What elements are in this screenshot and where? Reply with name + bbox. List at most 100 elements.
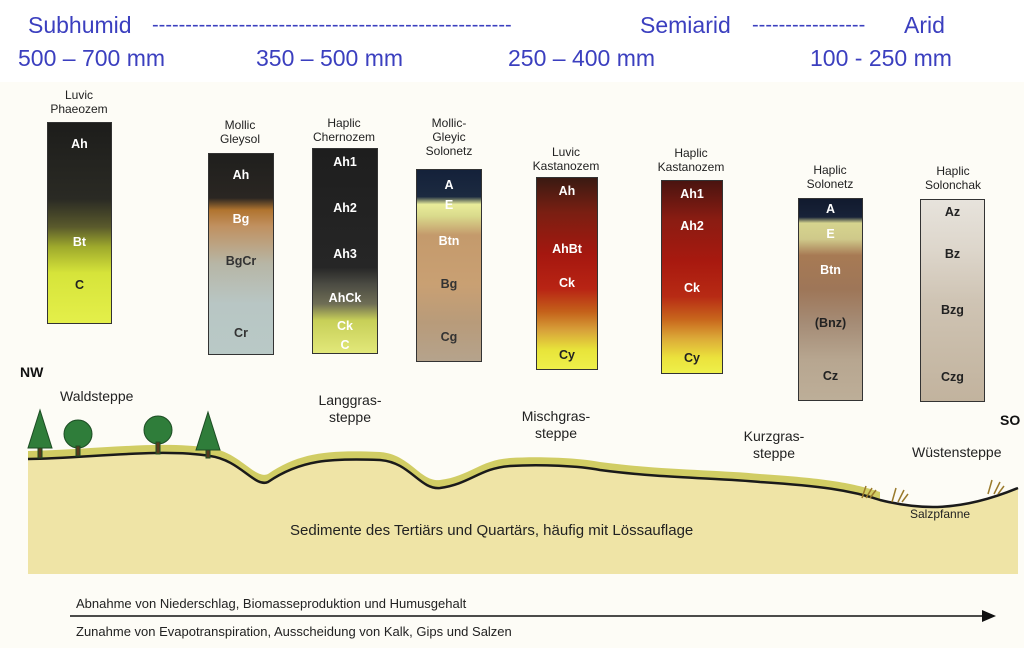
veg-label-kurzgrassteppe: Kurzgras-steppe: [738, 428, 810, 462]
profile-label-mollic-gleyic-solonetz: Mollic- Gleyic Solonetz: [404, 116, 494, 158]
tree-icon: [27, 408, 53, 459]
horizon-label: Btn: [820, 263, 841, 277]
zone-semiarid: Semiarid: [640, 12, 731, 38]
veg-label-langgrassteppe: Langgras-steppe: [312, 392, 388, 426]
profile-haplic-solonchak: Az Bz Bzg Czg: [920, 199, 985, 402]
profile-label-luvic-phaeozem: Luvic Phaeozem: [34, 88, 124, 116]
veg-label-mischgrassteppe: Mischgras-steppe: [514, 408, 598, 442]
horizon-label: Az: [944, 205, 961, 219]
horizon-label: Cz: [822, 369, 839, 383]
profile-name-line: Chernozem: [312, 130, 376, 144]
profile-label-luvic-kastanozem: Luvic Kastanozem: [521, 145, 611, 173]
horizon-label: Ah1: [333, 155, 357, 169]
veg-label-line: Wüstensteppe: [912, 444, 1002, 460]
horizon-label: Btn: [438, 234, 460, 248]
precip-range-4: 100 - 250 mm: [810, 45, 952, 71]
horizon-label: Cg: [440, 330, 458, 344]
shrub-icon: [861, 479, 1005, 503]
profile-haplic-kastanozem: Ah1 Ah2 Ck Cy: [661, 180, 723, 374]
profile-luvic-kastanozem: Ah AhBt Ck Cy: [536, 177, 598, 370]
profile-name-line: Luvic: [551, 145, 580, 159]
veg-label-waldsteppe: Waldsteppe: [60, 388, 133, 405]
increase-text: Zunahme von Evapotranspiration, Ausschei…: [76, 624, 512, 639]
profile-name-line: Haplic: [327, 116, 361, 130]
veg-label-line: steppe: [328, 409, 372, 425]
veg-label-line: Langgras-: [318, 392, 382, 408]
sediment-label: Sedimente des Tertiärs und Quartärs, häu…: [290, 522, 694, 539]
horizon-label: Ck: [337, 319, 353, 333]
profile-name-line: Solonetz: [425, 144, 473, 158]
horizon-label: Cy: [559, 348, 575, 362]
tree-icon: [195, 410, 221, 459]
horizon-label: Cy: [684, 351, 700, 365]
veg-label-line: steppe: [752, 445, 796, 461]
horizon-label: Ah: [558, 184, 576, 198]
horizon-label: E: [826, 227, 835, 241]
horizon-label: C: [340, 338, 350, 352]
horizon-label: Ah1: [680, 187, 704, 201]
horizon-label: Cr: [234, 326, 248, 340]
landscape-cross-section: [27, 408, 1019, 574]
tree-icon: [63, 419, 93, 457]
terrain-surface-line: [27, 451, 1019, 509]
profile-name-line: Luvic: [64, 88, 93, 102]
horizon-label: Ck: [684, 281, 700, 295]
horizon-label: Bt: [72, 235, 87, 249]
profile-name-line: Gleyic: [432, 130, 466, 144]
profile-mollic-gleyic-solonetz: A E Btn Bg Cg: [416, 169, 482, 362]
profile-label-mollic-gleysol: Mollic Gleysol: [195, 118, 285, 146]
precip-range-2: 350 – 500 mm: [256, 45, 404, 71]
horizon-label: Ah: [71, 137, 88, 151]
zone-subhumid: Subhumid: [28, 12, 132, 38]
horizon-label: AhBt: [552, 242, 582, 256]
horizon-label: Ck: [559, 276, 575, 290]
profile-name-line: Haplic: [813, 163, 847, 177]
gradient-arrow: [70, 610, 996, 622]
profile-name-line: Solonetz: [806, 177, 854, 191]
decrease-text: Abnahme von Niederschlag, Biomasseproduk…: [76, 596, 467, 611]
horizon-label: A: [444, 178, 454, 192]
veg-label-line: Waldsteppe: [60, 388, 134, 404]
horizon-label: Bg: [440, 277, 458, 291]
climate-zone-header: Subhumid -------------------------------…: [0, 10, 1024, 40]
zone-separator-1: ----------------------------------------…: [152, 14, 512, 36]
profile-name-line: Kastanozem: [657, 160, 725, 174]
profile-label-haplic-chernozem: Haplic Chernozem: [299, 116, 389, 144]
profile-name-line: Haplic: [674, 146, 708, 160]
profile-name-line: Kastanozem: [532, 159, 600, 173]
profile-label-haplic-solonetz: Haplic Solonetz: [785, 163, 875, 191]
veg-label-line: steppe: [534, 425, 578, 441]
precip-range-3: 250 – 400 mm: [508, 45, 656, 71]
horizon-label: E: [444, 198, 454, 212]
veg-label-wuestensteppe: Wüstensteppe: [912, 444, 1002, 461]
horizon-label: Bzg: [941, 303, 964, 317]
tree-icon: [143, 415, 173, 455]
veg-label-line: Mischgras-: [521, 408, 591, 424]
horizon-label: Bz: [944, 247, 961, 261]
profile-label-haplic-kastanozem: Haplic Kastanozem: [646, 146, 736, 174]
precip-range-1: 500 – 700 mm: [18, 45, 166, 71]
profile-label-haplic-solonchak: Haplic Solonchak: [908, 164, 998, 192]
horizon-label: Ah: [232, 168, 250, 182]
direction-nw: NW: [20, 364, 44, 380]
salt-pan-label: Salzpfanne: [910, 507, 971, 521]
profile-luvic-phaeozem: Ah Bt C: [47, 122, 112, 324]
horizon-label: (Bnz): [814, 316, 847, 330]
direction-so: SO: [1000, 412, 1021, 428]
zone-arid: Arid: [904, 12, 945, 38]
horizon-label: A: [825, 202, 836, 216]
horizon-label: C: [74, 278, 85, 292]
profile-name-line: Mollic-: [431, 116, 467, 130]
profile-name-line: Haplic: [936, 164, 970, 178]
zone-separator-2: -----------------: [752, 14, 866, 36]
horizon-label: Ah2: [333, 201, 357, 215]
horizon-label: BgCr: [225, 254, 257, 268]
profile-haplic-chernozem: Ah1 Ah2 Ah3 AhCk Ck C: [312, 148, 378, 354]
profile-name-line: Phaeozem: [50, 102, 108, 116]
veg-label-line: Kurzgras-: [743, 428, 805, 444]
header-band: [0, 0, 1024, 82]
horizon-label: Bg: [232, 212, 250, 226]
profile-haplic-solonetz: A E Btn (Bnz) Cz: [798, 198, 863, 401]
profile-mollic-gleysol: Ah Bg BgCr Cr: [208, 153, 274, 355]
horizon-label: Czg: [941, 370, 964, 384]
